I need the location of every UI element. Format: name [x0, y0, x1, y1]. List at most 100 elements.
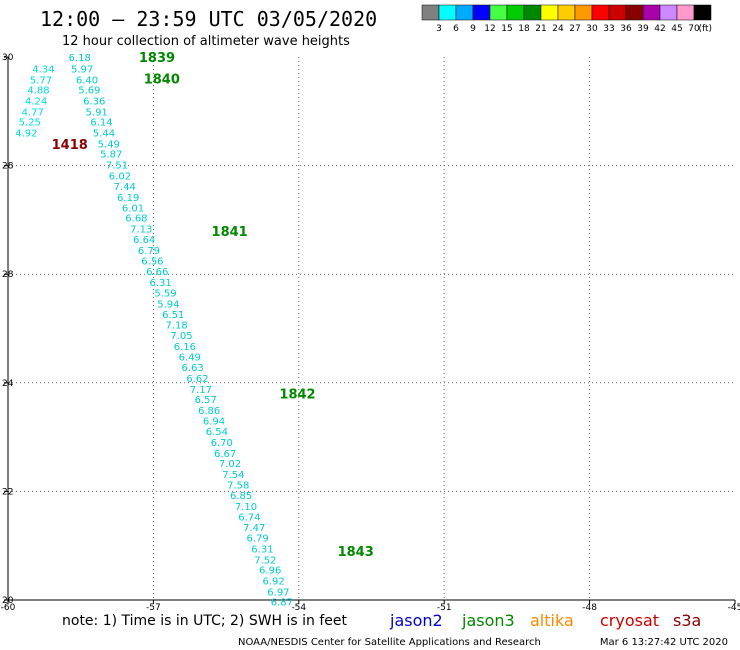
chart-subtitle: 12 hour collection of altimeter wave hei… [62, 34, 350, 49]
swh-value: 7.52 [254, 555, 276, 566]
color-swatch [625, 4, 644, 21]
swh-value: 6.63 [182, 363, 204, 374]
color-swatch [642, 4, 661, 21]
swh-value: 7.10 [235, 502, 257, 513]
swh-value: 7.51 [106, 161, 128, 172]
swh-value: 6.79 [138, 246, 160, 257]
satellite-legend-jason3: jason3 [461, 611, 515, 630]
color-scale-label: 70 [688, 24, 700, 34]
swh-value: 4.34 [32, 64, 54, 75]
swh-value: 5.44 [93, 128, 115, 139]
swh-value: 7.47 [243, 523, 265, 534]
swh-value: 5.49 [98, 139, 120, 150]
color-scale-label: 36 [620, 24, 632, 34]
pass-label: 1842 [279, 388, 315, 403]
color-scale-label: 21 [535, 24, 546, 34]
color-scale-label: 45 [671, 24, 682, 34]
y-tick-label: 30 [2, 53, 14, 63]
color-swatch [608, 4, 627, 21]
swh-value: 4.77 [22, 107, 44, 118]
color-swatch [523, 4, 542, 21]
swh-value: 6.66 [146, 267, 168, 278]
swh-value: 7.02 [219, 459, 241, 470]
plot-grid [8, 57, 735, 600]
pass-label: 1839 [139, 51, 175, 66]
x-tick-label: -57 [146, 603, 161, 613]
swh-value: 5.69 [78, 86, 100, 97]
color-scale-unit: (ft) [698, 24, 712, 34]
swh-value: 7.05 [170, 331, 192, 342]
swh-value: 6.49 [179, 353, 201, 364]
satellite-legend-s3a: s3a [673, 611, 701, 630]
color-scale-legend: 3 6 9 12 15 18 21 24 27 30 33 36 39 42 45 70(ft) [421, 4, 712, 34]
pass-label: 1843 [338, 545, 374, 560]
y-tick-label: 28 [2, 270, 14, 280]
swh-value: 7.54 [222, 470, 244, 481]
swh-value: 4.24 [25, 96, 47, 107]
color-swatch [676, 4, 695, 21]
credit-line: NOAA/NESDIS Center for Satellite Applica… [238, 637, 541, 648]
color-swatch [591, 4, 610, 21]
swh-value: 6.86 [198, 406, 220, 417]
swh-value: 7.58 [227, 480, 249, 491]
color-scale-label: 6 [453, 24, 459, 34]
swh-value: 6.16 [174, 342, 196, 353]
swh-value: 6.19 [117, 193, 139, 204]
swh-value: 6.94 [203, 416, 225, 427]
x-tick-label: -54 [291, 603, 306, 613]
color-scale-label: 42 [654, 24, 665, 34]
color-swatch [455, 4, 474, 21]
swh-value: 6.62 [186, 374, 208, 385]
swh-value: 6.56 [141, 257, 163, 268]
satellite-legend-jason2: jason2 [389, 611, 443, 630]
x-tick-label: -48 [582, 603, 597, 613]
swh-value: 6.87 [271, 598, 293, 609]
swh-value: 6.68 [125, 214, 147, 225]
color-swatch [557, 4, 576, 21]
swh-value: 4.92 [15, 128, 37, 139]
color-scale-label: 15 [501, 24, 512, 34]
color-swatch [659, 4, 678, 21]
swh-value: 5.97 [71, 64, 93, 75]
swh-value: 6.70 [211, 438, 233, 449]
footnote: note: 1) Time is in UTC; 2) SWH is in fe… [62, 613, 348, 629]
color-swatch [506, 4, 525, 21]
color-swatch [421, 4, 440, 21]
satellite-legend: jason2 jason3 altika cryosat s3a [389, 611, 701, 630]
color-scale-label: 18 [518, 24, 530, 34]
chart-title: 12:00 – 23:59 UTC 03/05/2020 [40, 7, 377, 31]
swh-value: 6.36 [83, 96, 105, 107]
x-tick-label: -45 [728, 603, 740, 613]
color-swatch [574, 4, 593, 21]
swh-value: 6.85 [230, 491, 252, 502]
swh-value: 7.17 [190, 385, 212, 396]
x-tick-label: -51 [437, 603, 452, 613]
color-scale-label: 9 [470, 24, 476, 34]
swh-value: 6.31 [251, 544, 273, 555]
swh-value: 6.01 [122, 203, 144, 214]
satellite-legend-cryosat: cryosat [600, 611, 659, 630]
color-scale-label: 39 [637, 24, 649, 34]
generation-timestamp: Mar 6 13:27:42 UTC 2020 [600, 637, 728, 648]
color-scale-label: 27 [569, 24, 580, 34]
swh-value: 5.77 [30, 75, 52, 86]
satellite-legend-altika: altika [530, 611, 574, 630]
color-scale-label: 12 [484, 24, 495, 34]
pass-label: 1418 [52, 138, 88, 153]
swh-value: 6.64 [133, 235, 155, 246]
swh-value: 7.13 [130, 225, 152, 236]
swh-value: 6.54 [206, 427, 228, 438]
swh-value: 7.18 [166, 321, 188, 332]
pass-label: 1840 [144, 73, 180, 88]
y-tick-label: 20 [2, 596, 14, 606]
color-scale-label: 30 [586, 24, 598, 34]
swh-value: 6.67 [214, 449, 236, 460]
swh-value: 6.74 [238, 512, 260, 523]
swh-value: 6.97 [267, 587, 289, 598]
swh-value: 6.02 [109, 171, 131, 182]
swh-value: 6.92 [262, 576, 284, 587]
plot-axes: -60 -57 -54 -51 -48 -45 20 22 24 28 28 30 [1, 53, 740, 613]
color-scale-label: 3 [436, 24, 442, 34]
color-scale-label: 24 [552, 24, 564, 34]
